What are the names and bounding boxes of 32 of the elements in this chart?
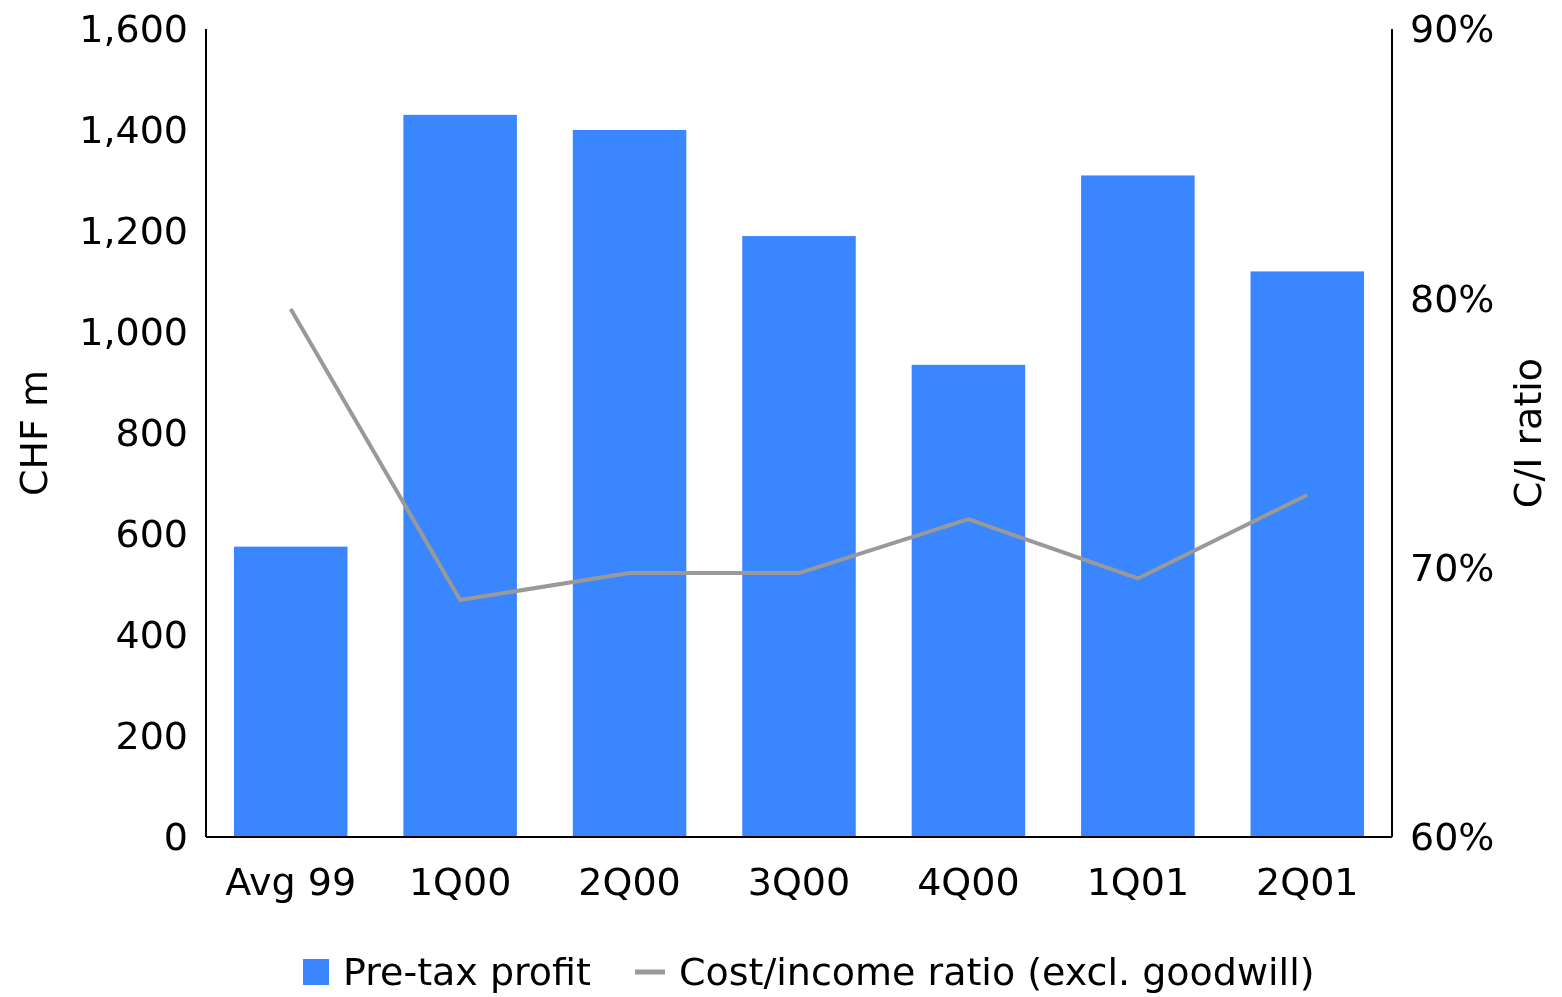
x-tick-label: 1Q01 <box>1086 860 1190 905</box>
legend-label: Pre-tax profit <box>343 950 591 995</box>
y2-tick-label: 90% <box>1410 7 1495 52</box>
y2-tick-label: 60% <box>1410 815 1495 860</box>
bar <box>742 236 856 837</box>
legend-label: Cost/income ratio (excl. goodwill) <box>679 950 1315 995</box>
y-tick-label: 600 <box>115 512 188 557</box>
x-tick-label: 1Q00 <box>408 860 512 905</box>
y-tick-label: 1,400 <box>79 108 188 153</box>
x-tick-label: 2Q01 <box>1256 860 1359 905</box>
y-tick-label: 800 <box>115 411 188 456</box>
y-tick-label: 0 <box>163 815 188 860</box>
y-tick-label: 1,200 <box>79 209 188 254</box>
x-tick-label: Avg 99 <box>225 860 357 905</box>
bar <box>233 546 348 837</box>
y-tick-label: 400 <box>115 613 188 658</box>
bar <box>572 130 687 837</box>
bar <box>1081 175 1195 837</box>
bar <box>911 364 1026 837</box>
x-tick-label: 4Q00 <box>917 860 1020 905</box>
y2-tick-label: 70% <box>1410 545 1495 590</box>
y2-axis-title: C/I ratio <box>1506 357 1551 509</box>
y-tick-label: 1,600 <box>79 7 188 52</box>
x-tick-label: 3Q00 <box>747 860 851 905</box>
line-series <box>288 307 1310 602</box>
y2-tick-label: 80% <box>1410 276 1495 321</box>
y-tick-label: 1,000 <box>79 310 188 355</box>
bar <box>1250 271 1365 837</box>
x-tick-label: 2Q00 <box>578 860 681 905</box>
y-axis-title: CHF m <box>12 369 57 497</box>
bar <box>403 114 517 837</box>
y-tick-label: 200 <box>115 714 188 759</box>
